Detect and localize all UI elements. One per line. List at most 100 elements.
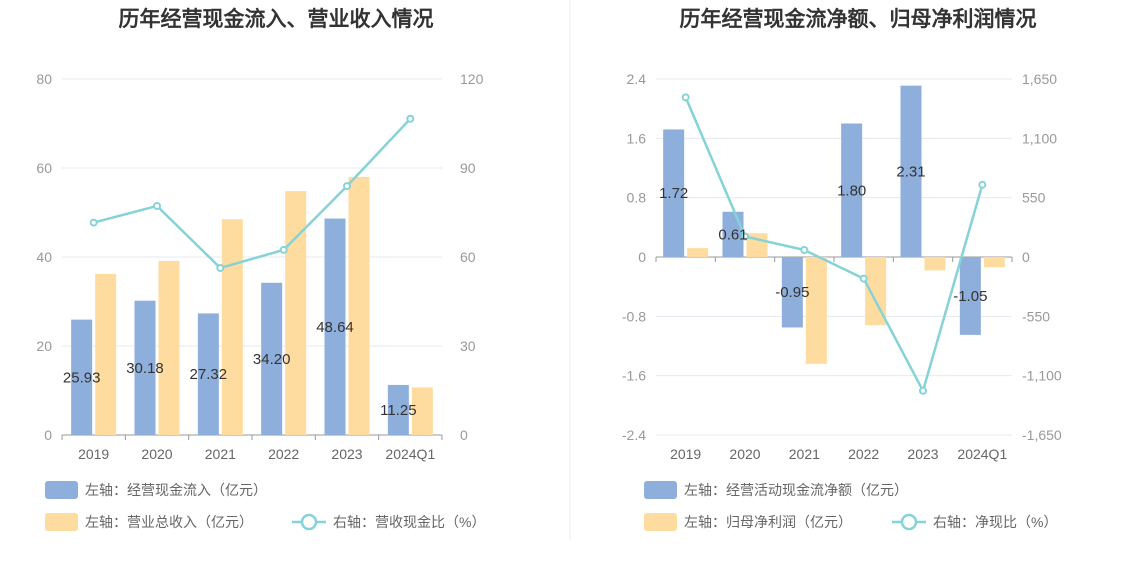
data-label: 11.25 xyxy=(380,402,416,419)
line-point xyxy=(216,263,225,272)
legend-swatch xyxy=(644,481,677,499)
legend-label: 左轴：经营活动现金流净额（亿元） xyxy=(684,482,908,498)
line-point xyxy=(741,232,749,241)
bar-orange xyxy=(285,191,307,435)
x-axis-tick-label: 2022 xyxy=(848,446,879,462)
data-label: 0.61 xyxy=(718,226,747,243)
left-axis-tick-label: 2.4 xyxy=(627,71,647,87)
line-point xyxy=(89,218,98,227)
chart-title: 历年经营现金流净额、归母净利润情况 xyxy=(680,7,1037,31)
data-label: 30.18 xyxy=(126,360,164,377)
x-axis-tick-label: 2023 xyxy=(907,446,938,462)
bar-orange xyxy=(805,257,827,364)
right-axis-tick-label: 60 xyxy=(460,249,476,265)
data-label: 25.93 xyxy=(63,369,101,386)
legend-swatch xyxy=(644,513,677,531)
right-axis-tick-label: -550 xyxy=(1022,308,1050,324)
bar-orange xyxy=(348,176,370,435)
series-line xyxy=(93,117,412,270)
legend-label: 左轴：营业总收入（亿元） xyxy=(85,514,253,530)
data-label: 27.32 xyxy=(190,366,228,383)
data-label: 1.80 xyxy=(837,182,866,199)
data-label: -1.05 xyxy=(953,288,987,305)
left-axis-tick-label: -1.6 xyxy=(622,368,646,384)
bar-orange xyxy=(221,219,243,435)
left-axis-tick-label: 0.8 xyxy=(627,190,647,206)
bar-blue xyxy=(261,282,283,435)
bar-blue xyxy=(663,129,685,257)
legend: 左轴：经营现金流入（亿元） 左轴：营业总收入（亿元） 右轴：营收现金比（%） xyxy=(45,481,485,531)
x-axis-tick-label: 2020 xyxy=(141,446,172,462)
legend-label: 右轴：净现比（%） xyxy=(933,514,1057,530)
right-axis-tick-label: 30 xyxy=(460,338,476,354)
left-axis-tick-label: 0 xyxy=(638,249,646,265)
legend-label: 左轴：经营现金流入（亿元） xyxy=(85,482,267,498)
line-point xyxy=(681,93,690,102)
data-label: 1.72 xyxy=(659,185,688,202)
left-axis-tick-label: 60 xyxy=(36,160,52,176)
legend-label: 右轴：营收现金比（%） xyxy=(333,514,485,530)
line-point xyxy=(406,114,415,123)
bar-blue xyxy=(387,384,409,435)
bar-orange xyxy=(687,248,709,257)
x-axis-tick-label: 2023 xyxy=(331,446,362,462)
right-axis-tick-label: 1,650 xyxy=(1022,71,1057,87)
right-axis-tick-label: -1,100 xyxy=(1022,368,1062,384)
left-axis-tick-label: 80 xyxy=(36,71,52,87)
bar-blue xyxy=(781,257,803,328)
bar-orange xyxy=(924,257,946,271)
legend: 左轴：经营活动现金流净额（亿元） 左轴：归母净利润（亿元） 右轴：净现比（%） xyxy=(644,481,1057,531)
left-axis-tick-label: 0 xyxy=(44,427,52,443)
chart-title: 历年经营现金流入、营业收入情况 xyxy=(119,7,434,31)
left-axis-tick-label: 20 xyxy=(36,338,52,354)
line-point xyxy=(153,201,161,210)
x-axis-tick-label: 2019 xyxy=(670,446,701,462)
legend-label: 左轴：归母净利润（亿元） xyxy=(684,514,852,530)
bar-blue xyxy=(959,257,981,335)
line-point xyxy=(859,274,868,283)
legend-swatch xyxy=(45,481,78,499)
right-axis-tick-label: 550 xyxy=(1022,190,1046,206)
chart-2: 历年经营现金流净额、归母净利润情况 -2.4 -1,650 -1.6 -1,100 -0.… xyxy=(622,7,1062,531)
x-axis-tick-label: 2024Q1 xyxy=(385,446,435,462)
x-axis-tick-label: 2021 xyxy=(205,446,236,462)
left-axis-tick-label: -0.8 xyxy=(622,308,646,324)
data-label: 48.64 xyxy=(316,319,354,336)
x-axis-tick-label: 2021 xyxy=(789,446,820,462)
data-label: 34.20 xyxy=(253,351,291,368)
right-axis-tick-label: 1,100 xyxy=(1022,130,1057,146)
left-axis-tick-label: 40 xyxy=(36,249,52,265)
left-axis-tick-label: -2.4 xyxy=(622,427,646,443)
right-axis-tick-label: 0 xyxy=(460,427,468,443)
x-axis-tick-label: 2024Q1 xyxy=(957,446,1007,462)
line-point xyxy=(343,182,351,191)
right-axis-tick-label: 90 xyxy=(460,160,476,176)
bar-orange xyxy=(95,273,117,435)
right-axis-tick-label: 0 xyxy=(1022,249,1030,265)
bar-blue xyxy=(324,218,346,435)
line-point xyxy=(919,386,927,395)
right-axis-tick-label: -1,650 xyxy=(1022,427,1062,443)
chart-1: 历年经营现金流入、营业收入情况 0 0 20 30 40 60 60 90 80 120 2019 20… xyxy=(36,7,485,531)
x-axis-tick-label: 2020 xyxy=(729,446,760,462)
bar-blue xyxy=(197,313,219,435)
data-label: -0.95 xyxy=(775,284,809,301)
line-point xyxy=(279,245,288,254)
line-point xyxy=(978,180,987,189)
legend-marker xyxy=(300,513,318,531)
left-axis-tick-label: 1.6 xyxy=(627,130,647,146)
x-axis-tick-label: 2022 xyxy=(268,446,299,462)
bar-blue xyxy=(841,123,863,257)
bar-orange xyxy=(411,387,433,435)
bar-orange xyxy=(983,257,1005,268)
legend-swatch xyxy=(45,513,78,531)
bar-blue xyxy=(900,85,922,257)
data-label: 2.31 xyxy=(896,163,925,180)
x-axis-tick-label: 2019 xyxy=(78,446,109,462)
bar-blue xyxy=(71,319,93,435)
series-line xyxy=(684,96,984,395)
bar-orange xyxy=(865,257,887,326)
bar-orange xyxy=(158,261,180,435)
